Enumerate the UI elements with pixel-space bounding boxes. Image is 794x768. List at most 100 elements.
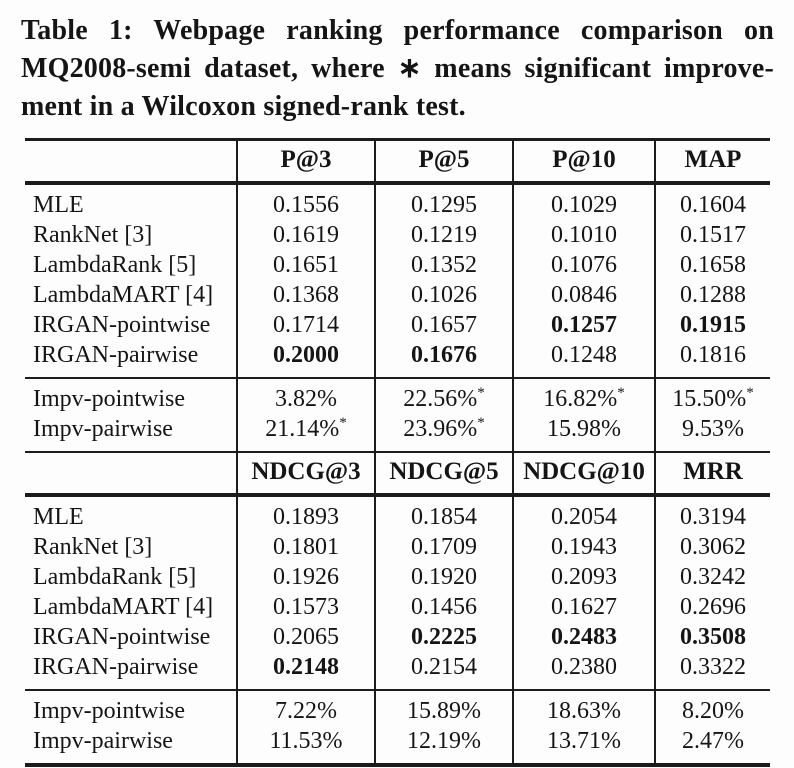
method-label: IRGAN-pointwise [33, 311, 211, 338]
metric-cell: 0.3194 [654, 497, 770, 532]
table-row: IRGAN-pointwise 0.1714 0.1657 0.1257 0.1… [25, 310, 770, 340]
table-row: LambdaMART [4] 0.1368 0.1026 0.0846 0.12… [25, 280, 770, 310]
table-row: P@3 P@5 P@10 MAP [25, 141, 770, 181]
impv-cell: 21.14%* [236, 414, 375, 451]
metric-cell: 0.1651 [236, 250, 375, 280]
method-label: Impv-pointwise [33, 385, 185, 412]
table-row: IRGAN-pairwise 0.2000 0.1676 0.1248 0.18… [25, 340, 770, 377]
metric-cell: 0.1248 [512, 340, 655, 377]
metric-cell: 0.2065 [236, 622, 375, 652]
impv-cell: 9.53% [654, 414, 770, 451]
table-caption: Table 1: Webpage ranking performance com… [21, 12, 774, 126]
table-row: LambdaRank [5] 0.1926 0.1920 0.2093 0.32… [25, 562, 770, 592]
metric-cell: 0.1926 [236, 562, 375, 592]
table-row: MLE 0.1556 0.1295 0.1029 0.1604 [25, 185, 770, 220]
method-label: IRGAN-pairwise [33, 341, 199, 368]
table-row: LambdaMART [4] 0.1573 0.1456 0.1627 0.26… [25, 592, 770, 622]
method-label: MLE [33, 191, 84, 218]
table-top-rule [25, 138, 770, 141]
metric-cell-best: 0.2483 [512, 622, 655, 652]
column-header: NDCG@5 [374, 453, 513, 493]
metric-cell: 0.1352 [374, 250, 513, 280]
section-rule [25, 451, 770, 453]
metric-cell: 0.1295 [374, 185, 513, 220]
impv-cell: 8.20% [654, 691, 770, 726]
column-header: P@3 [236, 141, 375, 181]
metric-cell-best: 0.3508 [654, 622, 770, 652]
header-empty-cell [25, 453, 237, 493]
metric-cell: 0.1801 [236, 532, 375, 562]
method-label: IRGAN-pairwise [33, 653, 199, 680]
metric-cell: 0.1076 [512, 250, 655, 280]
metric-cell: 0.1368 [236, 280, 375, 310]
impv-cell: 16.82%* [512, 379, 655, 414]
impv-cell: 22.56%* [374, 379, 513, 414]
header-empty-cell [25, 141, 237, 181]
column-header: P@10 [512, 141, 655, 181]
column-header: MRR [654, 453, 770, 493]
metric-cell-best: 0.1676 [374, 340, 513, 377]
header-rule [25, 181, 770, 185]
table-row: RankNet [3] 0.1619 0.1219 0.1010 0.1517 [25, 220, 770, 250]
metric-cell-best: 0.1915 [654, 310, 770, 340]
significance-star: * [617, 385, 625, 401]
significance-star: * [746, 385, 754, 401]
metric-cell: 0.1658 [654, 250, 770, 280]
header-rule [25, 493, 770, 497]
significance-star: * [477, 415, 485, 431]
method-label: LambdaMART [4] [33, 593, 214, 620]
metric-cell-best: 0.2225 [374, 622, 513, 652]
impv-cell: 12.19% [374, 726, 513, 763]
table-row: IRGAN-pairwise 0.2148 0.2154 0.2380 0.33… [25, 652, 770, 689]
improvement-ndcg: Impv-pointwise 7.22% 15.89% 18.63% 8.20%… [25, 691, 770, 763]
metric-cell: 0.1456 [374, 592, 513, 622]
body-ndcg: MLE 0.1893 0.1854 0.2054 0.3194 RankNet … [25, 497, 770, 689]
table-row: RankNet [3] 0.1801 0.1709 0.1943 0.3062 [25, 532, 770, 562]
metric-cell: 0.1604 [654, 185, 770, 220]
metric-cell: 0.1627 [512, 592, 655, 622]
table-row: MLE 0.1893 0.1854 0.2054 0.3194 [25, 497, 770, 532]
metric-cell: 0.1619 [236, 220, 375, 250]
header-row-ndcg: NDCG@3 NDCG@5 NDCG@10 MRR [25, 453, 770, 493]
table-row: IRGAN-pointwise 0.2065 0.2225 0.2483 0.3… [25, 622, 770, 652]
table-row: LambdaRank [5] 0.1651 0.1352 0.1076 0.16… [25, 250, 770, 280]
table-caption-line: MQ2008-semi dataset, where ∗ means signi… [21, 53, 774, 84]
metric-cell: 0.1657 [374, 310, 513, 340]
method-label: Impv-pairwise [33, 415, 173, 442]
metric-cell: 0.2696 [654, 592, 770, 622]
table-row: Impv-pairwise 11.53% 12.19% 13.71% 2.47% [25, 726, 770, 763]
metric-cell: 0.1854 [374, 497, 513, 532]
metric-cell: 0.1026 [374, 280, 513, 310]
metric-cell: 0.3322 [654, 652, 770, 689]
metric-cell: 0.3242 [654, 562, 770, 592]
metric-cell: 0.1709 [374, 532, 513, 562]
method-label: LambdaRank [5] [33, 251, 197, 278]
metric-cell: 0.1893 [236, 497, 375, 532]
metric-cell: 0.1556 [236, 185, 375, 220]
column-header: P@5 [374, 141, 513, 181]
header-row-precision: P@3 P@5 P@10 MAP [25, 141, 770, 181]
impv-cell: 18.63% [512, 691, 655, 726]
metric-cell-best: 0.1257 [512, 310, 655, 340]
method-label: RankNet [3] [33, 533, 153, 560]
metric-cell: 0.1920 [374, 562, 513, 592]
table-bottom-rule [25, 763, 770, 767]
method-label: MLE [33, 503, 84, 530]
metric-cell: 0.1816 [654, 340, 770, 377]
method-label: Impv-pointwise [33, 697, 185, 724]
body-precision: MLE 0.1556 0.1295 0.1029 0.1604 RankNet … [25, 185, 770, 377]
metric-cell: 0.1219 [374, 220, 513, 250]
impv-cell: 11.53% [236, 726, 375, 763]
table-caption-line: Table 1: Webpage ranking performance com… [21, 15, 774, 46]
metric-cell: 0.2380 [512, 652, 655, 689]
significance-star: * [339, 415, 347, 431]
method-label: RankNet [3] [33, 221, 153, 248]
metric-cell: 0.2093 [512, 562, 655, 592]
metric-cell: 0.2154 [374, 652, 513, 689]
improvement-precision: Impv-pointwise 3.82% 22.56%* 16.82%* 15.… [25, 379, 770, 451]
section-rule [25, 689, 770, 691]
metric-cell-best: 0.2000 [236, 340, 375, 377]
method-label: IRGAN-pointwise [33, 623, 211, 650]
column-header: MAP [654, 141, 770, 181]
column-header: NDCG@10 [512, 453, 655, 493]
